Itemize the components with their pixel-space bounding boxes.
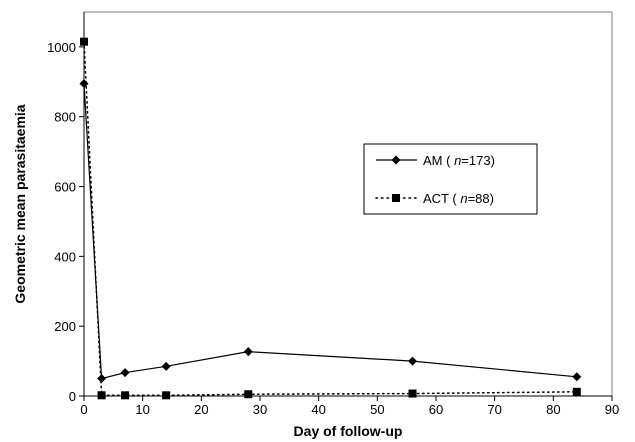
legend-label-prefix: AM (	[423, 153, 454, 168]
x-tick-label: 60	[429, 402, 443, 417]
legend-marker-am	[391, 155, 401, 165]
y-tick-label: 400	[54, 249, 76, 264]
x-tick-label: 90	[605, 402, 619, 417]
legend-item-act: ACT ( n=88)	[375, 191, 494, 206]
x-axis-title: Day of follow-up	[294, 423, 403, 439]
legend-box	[363, 143, 538, 215]
x-tick-label: 10	[135, 402, 149, 417]
legend-label-act: ACT ( n=88)	[423, 191, 494, 206]
x-tick-label: 40	[311, 402, 325, 417]
data-point-am	[97, 374, 107, 384]
series-layer	[79, 37, 582, 400]
y-tick-label: 600	[54, 180, 76, 195]
legend-marker-act	[392, 194, 400, 202]
data-point-act	[121, 391, 130, 400]
series-am	[79, 79, 582, 384]
y-axis: 0 200 400 600 800 1000	[47, 12, 85, 404]
data-point-am	[161, 361, 171, 371]
y-tick-label: 1000	[47, 40, 76, 55]
legend: AM ( n=173)ACT ( n=88)	[363, 143, 538, 215]
data-point-am	[243, 347, 253, 357]
data-point-am	[120, 368, 130, 378]
x-tick-label: 20	[194, 402, 208, 417]
x-tick-label: 80	[546, 402, 560, 417]
x-axis: 0 10 20 30 40 50 60 70 80 90	[80, 395, 619, 417]
legend-label-suffix: =88)	[468, 191, 494, 206]
data-point-act	[408, 389, 417, 398]
y-axis-title: Geometric mean parasitaemia	[12, 104, 28, 303]
data-point-act	[80, 37, 88, 46]
data-point-act	[572, 387, 581, 396]
legend-label-suffix: =173)	[461, 153, 495, 168]
x-tick-label: 30	[253, 402, 267, 417]
legend-label-prefix: ACT (	[423, 191, 460, 206]
x-tick-label: 0	[80, 402, 87, 417]
data-point-act	[97, 391, 106, 400]
legend-label-n: n	[460, 191, 467, 206]
legend-label-am: AM ( n=173)	[423, 153, 495, 168]
legend-label-n: n	[454, 153, 461, 168]
data-point-act	[244, 390, 253, 399]
legend-item-am: AM ( n=173)	[376, 153, 495, 168]
series-act	[80, 37, 581, 400]
data-point-am	[408, 356, 418, 366]
x-tick-label: 50	[370, 402, 384, 417]
y-tick-label: 800	[54, 110, 76, 125]
data-point-am	[572, 372, 582, 382]
y-tick-label: 200	[54, 319, 76, 334]
y-tick-label: 0	[69, 389, 76, 404]
x-tick-label: 70	[487, 402, 501, 417]
data-point-act	[162, 391, 171, 400]
